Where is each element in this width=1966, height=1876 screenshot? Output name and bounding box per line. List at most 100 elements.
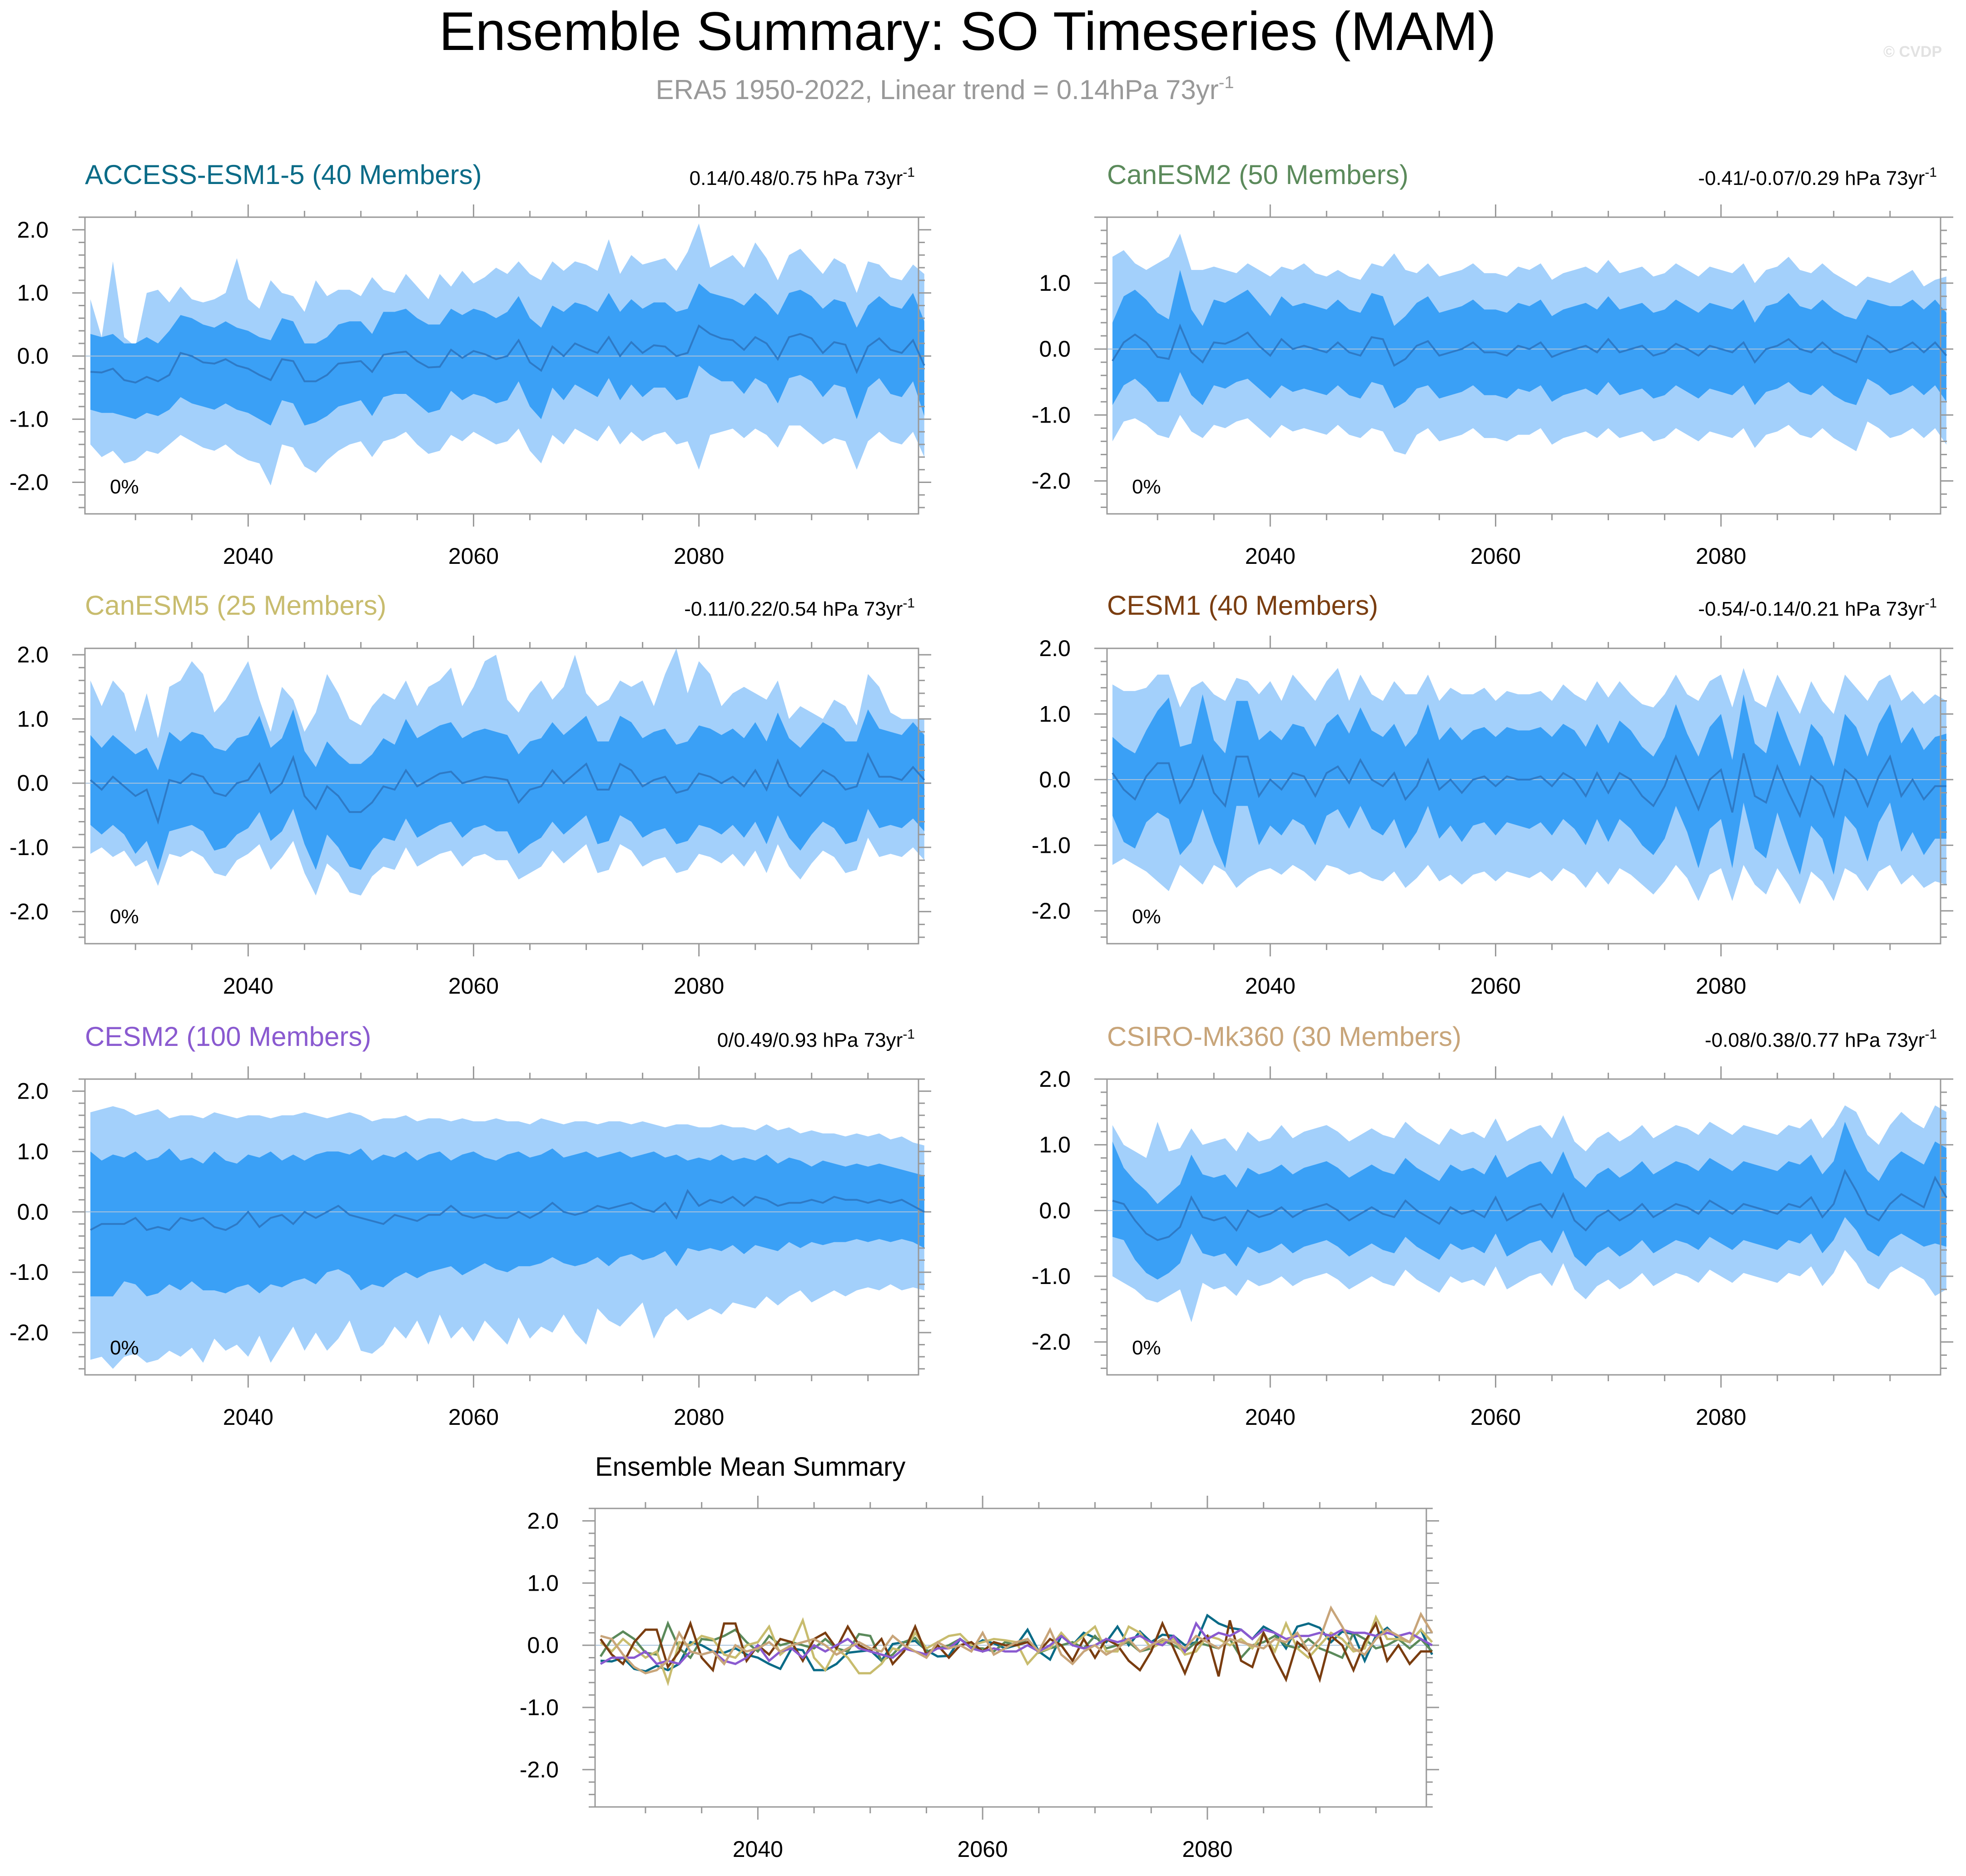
p0-inner-band <box>90 283 924 426</box>
p6-ytick-label: 1.0 <box>527 1570 559 1596</box>
p5-trend-label: -0.08/0.38/0.77 hPa 73yr-1 <box>1705 1027 1937 1051</box>
p0-ytick-label: 2.0 <box>17 217 49 243</box>
p6-ytick-label: -1.0 <box>520 1695 559 1720</box>
panel-cesm1: 2.0 1.0 0.0 -1.0 -2.0 2040 2060 2080 CESM1 (40 M… <box>1032 590 1953 999</box>
p1-ensemble-mean-line <box>1112 323 1947 367</box>
p4-ensemble-mean-line <box>90 1189 925 1231</box>
p5-percent-label: 0% <box>1132 1337 1161 1359</box>
panel-csiro-mk360: 2.0 1.0 0.0 -1.0 -2.0 2040 2060 2080 CSIRO-Mk360… <box>1032 1021 1953 1430</box>
p3-title: CESM1 (40 Members) <box>1107 590 1378 621</box>
p4-ytick-label: 0.0 <box>17 1199 49 1224</box>
subtitle-superscript: -1 <box>1219 73 1234 92</box>
p6-ytick-label: -2.0 <box>520 1757 559 1782</box>
p5-ytick-label: 2.0 <box>1039 1066 1071 1092</box>
p0-percent-label: 0% <box>110 476 139 498</box>
p2-xtick-label: 2060 <box>448 973 499 999</box>
p5-ytick-label: 0.0 <box>1039 1198 1071 1223</box>
panel-ensemble-mean-summary: 2.0 1.0 0.0 -1.0 -2.0 2040 2060 2080 Ensemble Me… <box>520 1452 1439 1862</box>
p0-trend-text: 0.14/0.48/0.75 hPa 73yr <box>690 167 903 189</box>
p4-trend-label: 0/0.49/0.93 hPa 73yr-1 <box>717 1027 915 1051</box>
p3-ytick-label: -1.0 <box>1032 832 1071 858</box>
p0-xtick-label: 2040 <box>223 543 273 569</box>
p3-trend-text: -0.54/-0.14/0.21 hPa 73yr <box>1698 598 1925 620</box>
cvdp-watermark: © CVDP <box>1883 43 1942 60</box>
p5-xtick-label: 2060 <box>1470 1404 1521 1430</box>
p6-xtick-label: 2040 <box>733 1836 783 1862</box>
p2-ytick-label: -1.0 <box>10 835 49 860</box>
p5-trend-superscript: -1 <box>1925 1027 1937 1042</box>
p6-xtick-label: 2060 <box>958 1836 1008 1862</box>
p4-xtick-label: 2060 <box>448 1404 499 1430</box>
p1-ytick-label: 0.0 <box>1039 336 1071 362</box>
summary-line-csiro-mk360 <box>600 1605 1433 1675</box>
p0-trend-superscript: -1 <box>903 165 915 180</box>
panel-canesm2: 1.0 0.0 -1.0 -2.0 2040 2060 2080 CanESM2 (50 Me… <box>1032 159 1953 569</box>
p1-ytick-label: 1.0 <box>1039 270 1071 296</box>
p3-percent-label: 0% <box>1132 906 1161 928</box>
p4-xtick-label: 2040 <box>223 1404 273 1430</box>
p1-percent-label: 0% <box>1132 476 1161 498</box>
p1-xtick-label: 2040 <box>1245 543 1296 569</box>
p2-ytick-label: 2.0 <box>17 642 49 667</box>
p5-xtick-label: 2040 <box>1245 1404 1296 1430</box>
p2-trend-superscript: -1 <box>903 596 915 611</box>
p2-title: CanESM5 (25 Members) <box>85 590 387 621</box>
p1-plot-frame <box>1106 216 1941 515</box>
p2-ytick-label: -2.0 <box>10 899 49 924</box>
p3-ytick-label: 1.0 <box>1039 701 1071 727</box>
p3-inner-band <box>1112 694 1946 875</box>
figure-title: Ensemble Summary: SO Timeseries (MAM) <box>439 1 1496 62</box>
p4-title: CESM2 (100 Members) <box>85 1021 371 1052</box>
p2-ensemble-mean-line <box>89 752 925 825</box>
p4-inner-band <box>90 1148 924 1297</box>
p3-ensemble-mean-line <box>1112 753 1946 819</box>
p1-trend-text: -0.41/-0.07/0.29 hPa 73yr <box>1698 167 1925 189</box>
p1-trend-label: -0.41/-0.07/0.29 hPa 73yr-1 <box>1698 165 1937 189</box>
p6-ytick-label: 0.0 <box>527 1632 559 1658</box>
p3-xtick-label: 2080 <box>1696 973 1746 999</box>
p0-xtick-label: 2060 <box>448 543 499 569</box>
p2-percent-label: 0% <box>110 906 139 928</box>
p2-trend-label: -0.11/0.22/0.54 hPa 73yr-1 <box>684 596 915 620</box>
p1-ytick-label: -1.0 <box>1032 402 1071 428</box>
p2-ytick-label: 1.0 <box>17 706 49 731</box>
subtitle-text: ERA5 1950-2022, Linear trend = 0.14hPa 7… <box>656 75 1219 105</box>
panel-canesm5: 2.0 1.0 0.0 -1.0 -2.0 2040 2060 2080 CanESM5 (25… <box>10 590 931 999</box>
p0-xtick-label: 2080 <box>674 543 724 569</box>
p1-ytick-label: -2.0 <box>1032 468 1071 493</box>
p5-xtick-label: 2080 <box>1696 1404 1746 1430</box>
p3-xtick-label: 2060 <box>1470 973 1521 999</box>
p0-trend-label: 0.14/0.48/0.75 hPa 73yr-1 <box>690 165 915 189</box>
p1-inner-band <box>1112 270 1946 408</box>
p2-inner-band <box>90 709 924 870</box>
p3-plot-frame <box>1106 647 1941 945</box>
p5-title: CSIRO-Mk360 (30 Members) <box>1107 1021 1461 1052</box>
p1-trend-superscript: -1 <box>1925 165 1937 180</box>
p5-inner-band <box>1112 1122 1946 1280</box>
p6-xtick-label: 2080 <box>1182 1836 1232 1862</box>
p3-trend-label: -0.54/-0.14/0.21 hPa 73yr-1 <box>1698 596 1937 620</box>
p5-trend-text: -0.08/0.38/0.77 hPa 73yr <box>1705 1029 1925 1051</box>
p0-title: ACCESS-ESM1-5 (40 Members) <box>85 159 482 190</box>
p4-ytick-label: 2.0 <box>17 1079 49 1104</box>
p5-plot-frame <box>1106 1078 1941 1376</box>
p4-xtick-label: 2080 <box>674 1404 724 1430</box>
summary-title: Ensemble Mean Summary <box>595 1452 905 1482</box>
p0-ensemble-mean-line <box>90 324 925 384</box>
panel-cesm2: 2.0 1.0 0.0 -1.0 -2.0 2040 2060 2080 CESM2 (100 … <box>10 1021 931 1430</box>
summary-line-cesm1 <box>599 1620 1432 1683</box>
p5-ytick-label: -2.0 <box>1032 1329 1071 1355</box>
p3-ytick-label: 0.0 <box>1039 767 1071 792</box>
p0-plot-frame <box>84 216 919 515</box>
p5-ytick-label: 1.0 <box>1039 1132 1071 1158</box>
p2-xtick-label: 2040 <box>223 973 273 999</box>
p2-ytick-label: 0.0 <box>17 771 49 796</box>
p1-xtick-label: 2080 <box>1696 543 1746 569</box>
p4-ytick-label: 1.0 <box>17 1139 49 1164</box>
p3-trend-superscript: -1 <box>1925 596 1937 611</box>
p0-ytick-label: 0.0 <box>17 343 49 369</box>
p0-ytick-label: -2.0 <box>10 470 49 495</box>
p2-trend-text: -0.11/0.22/0.54 hPa 73yr <box>684 598 903 620</box>
p5-ensemble-mean-line <box>1112 1169 1947 1241</box>
